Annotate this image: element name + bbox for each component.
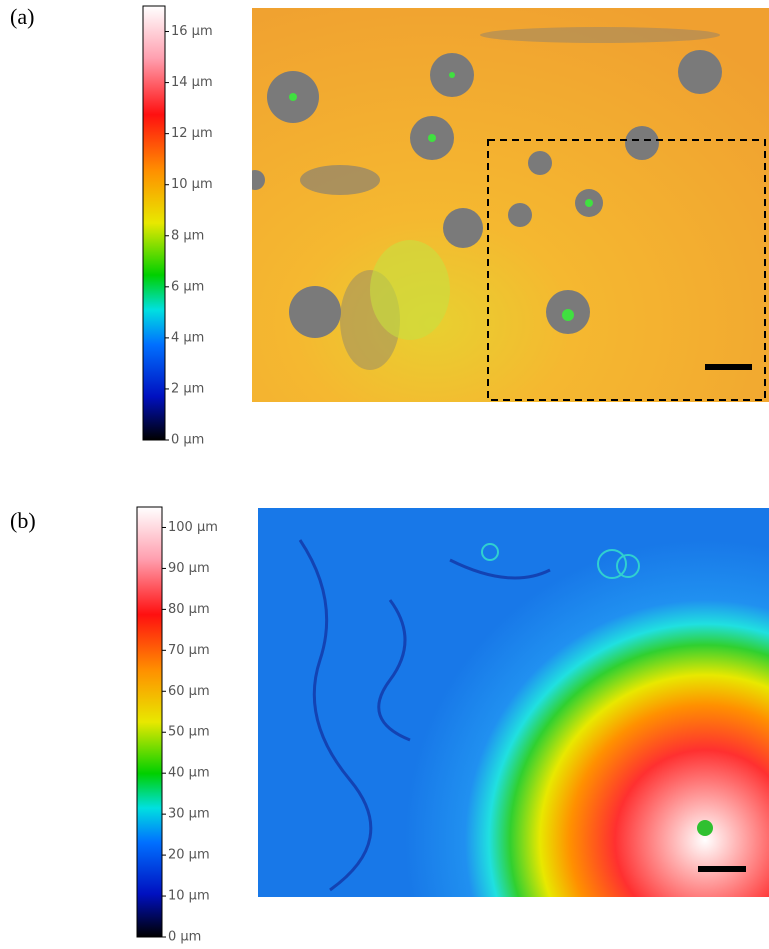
colorbar-tick-label: 30 µm: [168, 807, 210, 822]
scale-bar: [705, 364, 752, 370]
colorbar-tick-label: 60 µm: [168, 684, 210, 699]
colorbar-tick-label: 20 µm: [168, 848, 210, 863]
colorbar-tick-label: 10 µm: [171, 177, 213, 192]
figure: (a) (b) 0 µm 2 µm 4 µm 6 µm 8 µm 10 µm 12 µm 14…: [0, 0, 769, 949]
colorbar-tick-label: 0 µm: [168, 930, 201, 945]
colorbar-tick-label: 8 µm: [171, 228, 204, 243]
height-map-a: [245, 8, 769, 402]
colorbar-tick-label: 10 µm: [168, 889, 210, 904]
panel-label: (b): [10, 508, 36, 533]
colorbar-tick-label: 70 µm: [168, 643, 210, 658]
colorbar: [143, 6, 165, 440]
colorbar-tick-label: 80 µm: [168, 602, 210, 617]
colorbar-tick-label: 12 µm: [171, 126, 213, 141]
height-map-b: [258, 508, 769, 897]
panel-label: (a): [10, 4, 34, 29]
colorbar-tick-label: 0 µm: [171, 433, 204, 448]
colorbar-tick-label: 14 µm: [171, 75, 213, 90]
colorbar-tick-label: 40 µm: [168, 766, 210, 781]
colorbar-tick-label: 90 µm: [168, 561, 210, 576]
colorbar-tick-label: 2 µm: [171, 381, 204, 396]
colorbar-tick-label: 4 µm: [171, 330, 204, 345]
scale-bar: [698, 866, 746, 872]
colorbar-tick-label: 16 µm: [171, 24, 213, 39]
colorbar: [137, 507, 162, 937]
colorbar-tick-label: 50 µm: [168, 725, 210, 740]
colorbar-tick-label: 100 µm: [168, 520, 218, 535]
colorbar-tick-label: 6 µm: [171, 279, 204, 294]
